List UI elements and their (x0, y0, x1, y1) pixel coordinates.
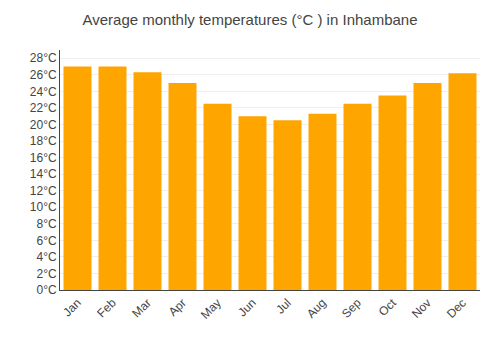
svg-text:Average monthly temperatures (: Average monthly temperatures (°C ) in In… (82, 11, 417, 28)
svg-text:12°C: 12°C (30, 184, 57, 198)
svg-text:Nov: Nov (409, 296, 434, 321)
svg-text:May: May (198, 296, 224, 322)
svg-text:Jun: Jun (235, 296, 259, 320)
svg-text:Jul: Jul (273, 296, 294, 317)
svg-text:Oct: Oct (376, 295, 400, 319)
svg-text:Sep: Sep (339, 296, 364, 321)
svg-text:6°C: 6°C (36, 234, 56, 248)
svg-text:28°C: 28°C (30, 51, 57, 65)
svg-text:Feb: Feb (94, 296, 119, 321)
svg-text:Aug: Aug (304, 296, 329, 321)
svg-text:Jan: Jan (60, 296, 84, 320)
svg-text:22°C: 22°C (30, 101, 57, 115)
svg-text:20°C: 20°C (30, 118, 57, 132)
svg-text:14°C: 14°C (30, 167, 57, 181)
svg-text:26°C: 26°C (30, 68, 57, 82)
svg-text:24°C: 24°C (30, 85, 57, 99)
svg-text:Mar: Mar (129, 296, 154, 321)
svg-text:8°C: 8°C (36, 217, 56, 231)
svg-text:Apr: Apr (166, 296, 189, 319)
svg-text:Dec: Dec (444, 296, 469, 321)
svg-text:16°C: 16°C (30, 151, 57, 165)
svg-text:0°C: 0°C (36, 283, 56, 297)
svg-text:2°C: 2°C (36, 267, 56, 281)
svg-text:10°C: 10°C (30, 200, 57, 214)
svg-text:18°C: 18°C (30, 134, 57, 148)
svg-text:4°C: 4°C (36, 250, 56, 264)
